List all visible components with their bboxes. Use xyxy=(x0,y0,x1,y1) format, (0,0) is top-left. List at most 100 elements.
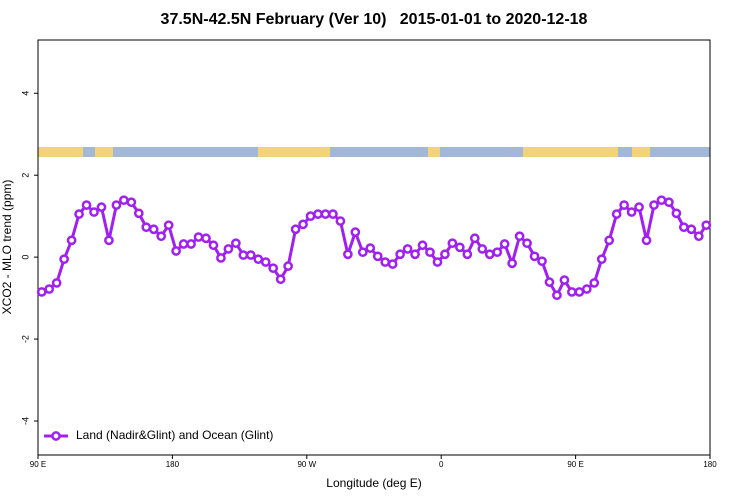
data-point xyxy=(357,247,368,258)
data-point xyxy=(81,200,92,210)
y-tick-label: 2 xyxy=(20,173,30,178)
data-point xyxy=(253,254,264,265)
data-point xyxy=(96,202,107,212)
data-point xyxy=(693,231,704,242)
data-point xyxy=(395,249,405,260)
data-point xyxy=(664,197,674,208)
y-tick-label: 0 xyxy=(20,255,30,260)
data-point xyxy=(126,197,137,208)
data-point xyxy=(156,231,167,242)
data-point xyxy=(522,238,532,249)
data-point xyxy=(74,209,84,219)
data-point xyxy=(567,287,577,297)
data-point xyxy=(544,277,555,287)
data-point xyxy=(499,239,510,249)
data-point xyxy=(163,220,174,231)
data-point xyxy=(574,287,585,297)
y-tick-label: -4 xyxy=(20,417,30,425)
data-point xyxy=(171,246,181,256)
data-point xyxy=(425,247,435,258)
data-point xyxy=(148,224,159,235)
legend-label: Land (Nadir&Glint) and Ocean (Glint) xyxy=(76,428,273,442)
data-point xyxy=(529,251,540,262)
data-point xyxy=(589,278,600,288)
data-point xyxy=(44,284,55,294)
data-point xyxy=(104,235,114,246)
x-tick-label: 90 E xyxy=(30,460,46,469)
data-point xyxy=(440,249,450,260)
data-point xyxy=(626,207,637,217)
data-point xyxy=(328,209,338,219)
y-axis-label: XCO2 - MLO trend (ppm) xyxy=(0,180,14,315)
data-point xyxy=(260,257,271,267)
data-point xyxy=(133,208,144,219)
data-point xyxy=(686,224,697,235)
data-point xyxy=(537,256,547,267)
data-point xyxy=(477,244,488,254)
data-point xyxy=(402,244,413,254)
data-point xyxy=(89,207,99,217)
data-point xyxy=(36,287,47,297)
data-point xyxy=(372,251,383,262)
data-point xyxy=(178,239,189,249)
x-tick-label: 180 xyxy=(166,460,180,469)
data-point xyxy=(305,211,316,222)
data-point xyxy=(231,238,241,249)
data-point xyxy=(649,200,659,210)
data-point xyxy=(656,195,667,206)
data-point xyxy=(581,284,592,294)
data-point xyxy=(66,235,77,246)
data-point xyxy=(462,249,473,260)
data-point xyxy=(141,222,152,233)
data-point xyxy=(343,249,353,260)
data-point xyxy=(111,200,122,210)
data-point xyxy=(604,235,615,246)
data-point xyxy=(186,239,196,249)
data-point xyxy=(216,253,226,263)
data-point xyxy=(290,224,301,235)
data-point xyxy=(619,200,629,210)
data-point xyxy=(283,261,293,271)
data-point xyxy=(387,259,398,269)
x-tick-label: 0 xyxy=(439,460,444,469)
data-point xyxy=(559,275,570,285)
data-point xyxy=(507,258,517,269)
data-point xyxy=(380,257,391,267)
data-point xyxy=(641,235,652,246)
data-point xyxy=(410,249,420,260)
data-point xyxy=(484,249,495,260)
x-tick-label: 180 xyxy=(703,460,717,469)
x-tick-label: 90 W xyxy=(297,460,316,469)
data-point xyxy=(208,240,219,251)
data-point xyxy=(671,208,682,219)
data-point xyxy=(514,231,525,242)
data-point xyxy=(552,290,562,301)
data-point xyxy=(469,233,480,244)
data-point xyxy=(611,209,622,219)
data-point xyxy=(275,274,286,285)
data-point xyxy=(350,227,361,237)
data-point xyxy=(455,242,465,253)
data-point xyxy=(193,232,204,242)
data-point xyxy=(320,209,331,219)
data-point xyxy=(313,209,323,219)
data-point xyxy=(365,243,376,253)
x-tick-label: 90 E xyxy=(567,460,583,469)
data-point xyxy=(51,278,62,288)
legend-marker xyxy=(51,431,61,441)
y-tick-label: 4 xyxy=(20,91,30,96)
data-point xyxy=(596,254,607,265)
data-point xyxy=(447,238,458,249)
map-strip xyxy=(38,147,710,157)
data-point xyxy=(679,222,689,233)
legend-item: Land (Nadir&Glint) and Ocean (Glint) xyxy=(44,428,273,442)
y-tick-label: -2 xyxy=(20,335,30,343)
data-point xyxy=(298,219,308,230)
data-point xyxy=(245,250,256,260)
data-point xyxy=(417,240,428,251)
data-point xyxy=(59,254,69,265)
plot-frame xyxy=(37,39,711,456)
data-point xyxy=(119,195,129,206)
data-point xyxy=(223,244,234,254)
